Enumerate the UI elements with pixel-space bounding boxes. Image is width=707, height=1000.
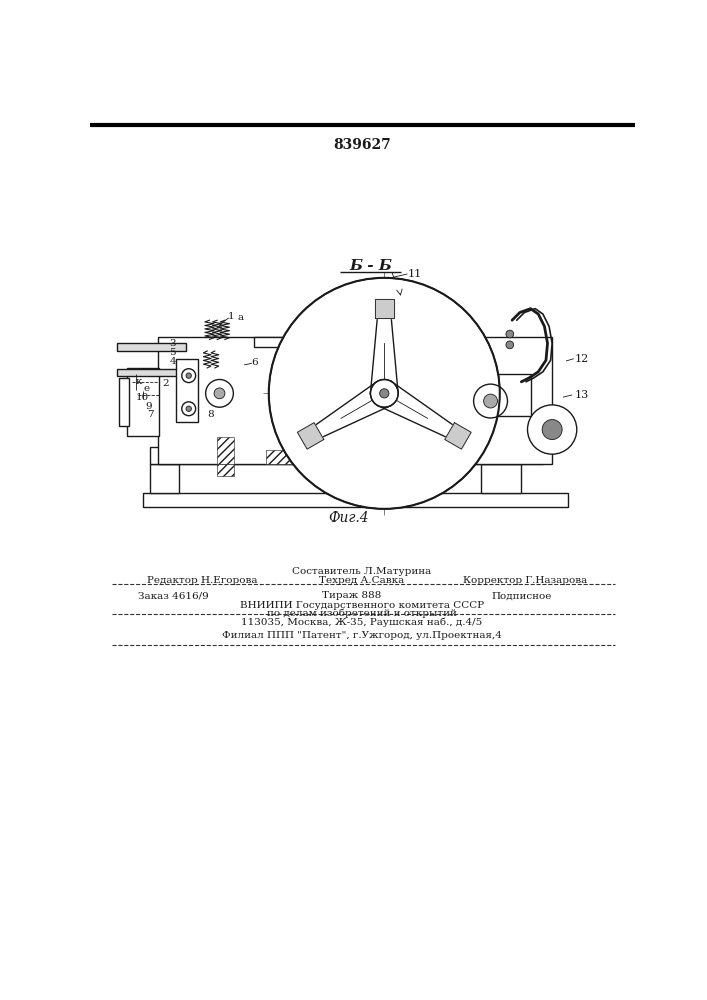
Circle shape <box>542 420 562 440</box>
Polygon shape <box>370 302 398 393</box>
Text: 13: 13 <box>574 390 588 400</box>
Text: к: к <box>136 377 142 386</box>
Text: Филиал ППП "Патент", г.Ужгород, ул.Проектная,4: Филиал ППП "Патент", г.Ужгород, ул.Проек… <box>222 631 502 640</box>
Circle shape <box>527 405 577 454</box>
Text: 7: 7 <box>147 410 153 419</box>
Circle shape <box>474 384 508 418</box>
Text: 2: 2 <box>163 379 169 388</box>
Bar <box>254 337 417 347</box>
Text: 6: 6 <box>251 358 257 367</box>
Bar <box>438 437 455 464</box>
Text: Подписное: Подписное <box>491 591 551 600</box>
Polygon shape <box>445 423 471 449</box>
Text: Корректор Г.Назарова: Корректор Г.Назарова <box>463 576 588 585</box>
Circle shape <box>206 379 233 407</box>
Text: Заказ 4616/9: Заказ 4616/9 <box>138 591 209 600</box>
Circle shape <box>506 330 514 338</box>
Text: 11: 11 <box>408 269 422 279</box>
Text: 1: 1 <box>228 312 234 321</box>
Polygon shape <box>375 299 394 318</box>
Text: 8: 8 <box>208 410 214 419</box>
Text: Тираж 888: Тираж 888 <box>322 591 382 600</box>
Bar <box>217 437 234 464</box>
Bar <box>176 359 198 422</box>
Circle shape <box>269 278 500 509</box>
Bar <box>217 464 234 476</box>
Bar <box>438 337 552 464</box>
Bar <box>143 493 568 507</box>
Bar <box>438 464 455 476</box>
Bar <box>150 464 180 493</box>
Bar <box>127 368 160 436</box>
Circle shape <box>182 369 196 383</box>
Text: 12: 12 <box>574 354 588 364</box>
Text: Составитель Л.Матурина: Составитель Л.Матурина <box>292 567 431 576</box>
Text: 3: 3 <box>169 339 176 348</box>
Bar <box>481 464 521 493</box>
Text: 4: 4 <box>169 357 176 366</box>
Circle shape <box>182 402 196 416</box>
Bar <box>119 378 129 426</box>
Text: 839627: 839627 <box>333 138 391 152</box>
Circle shape <box>186 406 192 411</box>
Polygon shape <box>303 381 391 444</box>
Text: Фиг.4: Фиг.4 <box>328 511 368 525</box>
Bar <box>158 337 300 464</box>
Text: 9: 9 <box>146 402 152 411</box>
Bar <box>117 369 190 376</box>
Bar <box>481 464 521 493</box>
Bar <box>150 447 543 464</box>
Text: Б - Б: Б - Б <box>349 259 392 273</box>
Bar <box>143 493 568 507</box>
Text: по делам изобретений и открытий: по делам изобретений и открытий <box>267 608 457 618</box>
Text: 113035, Москва, Ж-35, Раушская наб., д.4/5: 113035, Москва, Ж-35, Раушская наб., д.4… <box>241 617 483 627</box>
Text: ВНИИПИ Государственного комитета СССР: ВНИИПИ Государственного комитета СССР <box>240 601 484 610</box>
Text: 5: 5 <box>169 348 176 357</box>
Circle shape <box>506 341 514 349</box>
Circle shape <box>214 388 225 399</box>
Bar <box>117 343 187 351</box>
Text: а: а <box>238 313 244 322</box>
Circle shape <box>186 373 192 378</box>
Polygon shape <box>378 381 466 444</box>
Bar <box>150 464 180 493</box>
Bar <box>469 374 530 416</box>
Polygon shape <box>298 423 324 449</box>
Text: е: е <box>144 384 149 393</box>
Circle shape <box>370 379 398 407</box>
Bar <box>266 450 421 464</box>
Text: Техред А.Савка: Техред А.Савка <box>320 576 404 585</box>
Circle shape <box>380 389 389 398</box>
Text: Редактор Н.Егорова: Редактор Н.Егорова <box>146 576 257 585</box>
Text: 10: 10 <box>136 393 149 402</box>
Circle shape <box>484 394 498 408</box>
